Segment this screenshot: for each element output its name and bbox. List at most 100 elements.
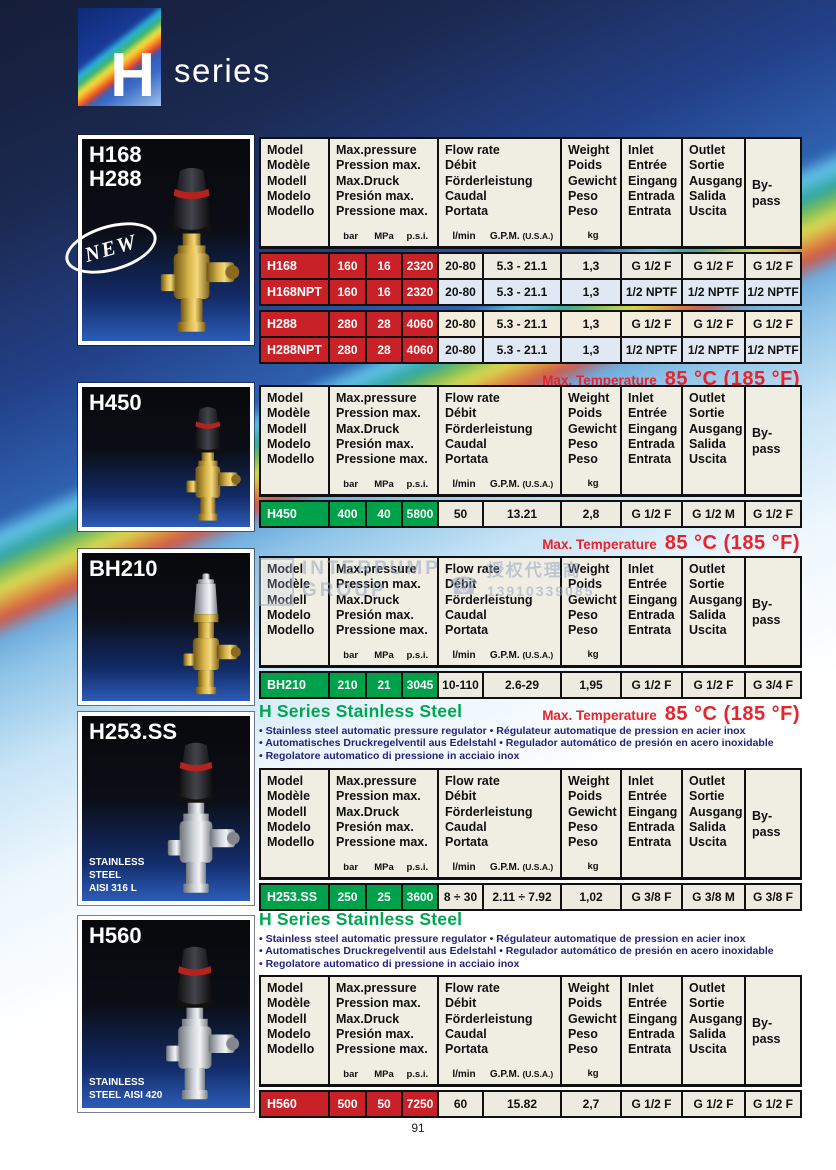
label: Ausgang [689, 173, 743, 188]
flow-units: l/min G.P.M. (U.S.A.) [443, 862, 558, 875]
psi-cell: 3045 [403, 673, 437, 697]
outlet-cell: 1/2 NPTF [683, 338, 744, 362]
model-cell: H168 [261, 254, 328, 278]
unit-kg: kg [587, 478, 599, 490]
label: Model [267, 391, 304, 405]
label: Sortie [689, 577, 725, 592]
section-title: H Series Stainless Steel [259, 701, 463, 721]
header-cell-weight: Weight Poids Gewicht Peso Peso kg [562, 139, 620, 246]
flow-gpm-cell: 5.3 - 21.1 [484, 338, 560, 362]
label: Outlet [689, 981, 726, 995]
spec-table-header: Model Modèle Modell Modelo Modello Max.p… [259, 385, 802, 497]
label: Salida [689, 1026, 726, 1041]
label: Peso [568, 835, 598, 849]
unit-lmin: l/min [452, 478, 476, 490]
label: Pression max. [336, 577, 421, 592]
header-cell-outlet: Outlet Sortie Ausgang Salida Uscita [683, 387, 744, 494]
label: Flow rate [445, 774, 500, 788]
unit-psi: p.s.i. [406, 1069, 429, 1081]
label: Entrada [628, 188, 675, 203]
label: Weight [568, 143, 610, 157]
max-temperature-note: Max. Temperature 85 °C (185 °F) [259, 532, 802, 555]
bypass-cell: G 3/4 F [746, 673, 800, 697]
row-group: H560 500 50 7250 60 15.82 2,7 G 1/2 F G … [259, 1090, 802, 1118]
label: Débit [445, 577, 477, 592]
flow-lmin-cell: 60 [439, 1092, 482, 1116]
label: (U.S.A.) [522, 478, 554, 489]
header-cell-pressure: Max.pressure Pression max. Max.Druck Pre… [330, 139, 437, 246]
label: (U.S.A.) [522, 1068, 554, 1079]
header-cell-model: Model Modèle Modell Modelo Modello [261, 387, 328, 494]
model-cell: H450 [261, 502, 328, 526]
header-cell-inlet: Inlet Entrée Eingang Entrada Entrata [622, 558, 681, 665]
bypass-cell: G 1/2 F [746, 1092, 800, 1116]
material-caption: STAINLESS STEEL AISI 420 [89, 1076, 162, 1102]
unit-bar: bar [343, 862, 359, 874]
table-row-h168: H168 160 16 2320 20-80 5.3 - 21.1 1,3 G … [261, 254, 800, 278]
inlet-cell: G 1/2 F [622, 1092, 681, 1116]
table-row-bh210: BH210 210 21 3045 10-110 2.6-29 1,95 G 1… [261, 673, 800, 697]
bar-cell: 400 [330, 502, 365, 526]
bullet-line: • Stainless steel automatic pressure reg… [259, 725, 746, 737]
label: Ausgang [689, 592, 743, 607]
label: Max.Druck [336, 592, 400, 607]
valve-illustration [183, 573, 241, 694]
mpa-cell: 28 [367, 312, 401, 336]
header-cell-outlet: Outlet Sortie Ausgang Salida Uscita [683, 139, 744, 246]
inlet-cell: G 3/8 F [622, 885, 681, 909]
inlet-cell: G 1/2 F [622, 673, 681, 697]
label: G.P.M. [489, 230, 520, 242]
label: Peso [568, 436, 598, 451]
label: Presión max. [336, 1026, 414, 1041]
bypass-cell: G 1/2 F [746, 254, 800, 278]
label: Flow rate [445, 391, 500, 405]
unit-gpm: G.P.M. (U.S.A.) [485, 231, 558, 243]
table-row-h560: H560 500 50 7250 60 15.82 2,7 G 1/2 F G … [261, 1092, 800, 1116]
header-cell-weight: Weight Poids Gewicht Peso Peso kg [562, 770, 620, 877]
flow-gpm-cell: 5.3 - 21.1 [484, 280, 560, 304]
label: Max.pressure [336, 143, 417, 157]
label: Pression max. [336, 406, 421, 421]
model-cell: H253.SS [261, 885, 328, 909]
label: Pressione max. [336, 452, 428, 466]
label: Inlet [628, 981, 654, 995]
weight-cell: 1,3 [562, 338, 620, 362]
table-row-h288npt: H288NPT 280 28 4060 20-80 5.3 - 21.1 1,3… [261, 338, 800, 362]
label: G.P.M. [489, 861, 520, 873]
product-label: H560 [89, 924, 142, 948]
label: Gewicht [568, 173, 617, 188]
label: G.P.M. [489, 478, 520, 490]
product-label-line: H168 [89, 142, 142, 167]
mpa-cell: 28 [367, 338, 401, 362]
label: Salida [689, 607, 726, 622]
header-cell-bypass: By-pass [746, 387, 800, 494]
header-cell-flow: Flow rate Débit Förderleistung Caudal Po… [439, 770, 560, 877]
bar-cell: 280 [330, 312, 365, 336]
label: Entrée [628, 406, 667, 421]
spec-table-h168-h288: Model Modèle Modell Modelo Modello Max.p… [259, 137, 802, 391]
header-cell-bypass: By-pass [746, 770, 800, 877]
label: By-pass [752, 809, 781, 839]
unit-lmin: l/min [452, 230, 476, 242]
flow-lmin-cell: 20-80 [439, 312, 482, 336]
label: Peso [568, 623, 598, 637]
label: By-pass [752, 597, 781, 627]
unit-gpm: G.P.M. (U.S.A.) [485, 862, 558, 874]
label: Förderleistung [445, 592, 533, 607]
inlet-cell: G 1/2 F [622, 502, 681, 526]
label: Peso [568, 452, 598, 466]
label: Débit [445, 406, 477, 421]
bar-cell: 280 [330, 338, 365, 362]
flow-lmin-cell: 20-80 [439, 254, 482, 278]
model-cell: BH210 [261, 673, 328, 697]
label: Uscita [689, 1042, 727, 1056]
label: Inlet [628, 562, 654, 576]
unit-psi: p.s.i. [406, 479, 429, 491]
label: Gewicht [568, 421, 617, 436]
outlet-cell: G 1/2 F [683, 312, 744, 336]
product-photo-h253ss: H253.SS STAINLESS STEEL AISI 316 L [78, 712, 254, 905]
row-group: H288 280 28 4060 20-80 5.3 - 21.1 1,3 G … [259, 310, 802, 364]
label: Débit [445, 158, 477, 173]
bullet-line: • Stainless steel automatic pressure reg… [259, 933, 746, 945]
label: Pressione max. [336, 204, 428, 218]
